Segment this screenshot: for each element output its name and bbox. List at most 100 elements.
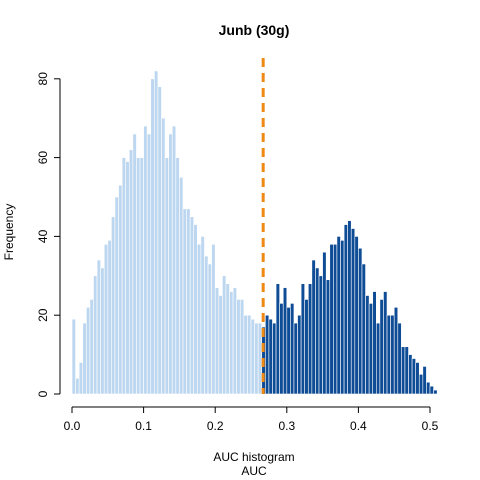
- histogram-bar: [265, 314, 270, 395]
- histogram-bar: [89, 299, 94, 395]
- histogram-bar: [368, 303, 374, 395]
- histogram-bar: [340, 240, 345, 395]
- histogram-bar: [347, 220, 352, 395]
- x-tick-label: 0.5: [422, 419, 439, 433]
- histogram-bar: [82, 322, 87, 395]
- histogram-bar: [93, 275, 98, 395]
- histogram-bar: [186, 208, 191, 395]
- histogram-bar: [365, 295, 370, 395]
- histogram-bar: [182, 208, 187, 395]
- histogram-bar: [250, 318, 255, 395]
- histogram-bar: [279, 303, 284, 395]
- histogram-bar: [318, 275, 323, 395]
- histogram-bar: [222, 275, 227, 395]
- histogram-bar: [218, 295, 223, 395]
- histogram-bar: [322, 251, 327, 395]
- histogram-bar: [214, 287, 220, 395]
- histogram-bar: [239, 299, 245, 395]
- histogram-bar: [386, 314, 391, 395]
- histogram-bar: [75, 377, 80, 395]
- histogram-bar: [111, 216, 116, 395]
- histogram-bar: [254, 322, 259, 395]
- histogram-bar: [411, 358, 416, 395]
- histogram-bar: [293, 322, 298, 395]
- histogram-bar: [354, 236, 359, 395]
- histogram-bar: [200, 236, 205, 395]
- histogram-bar: [207, 263, 212, 395]
- x-tick-label: 0.0: [64, 419, 81, 433]
- histogram-bar: [171, 125, 177, 395]
- histogram-bars: [71, 70, 438, 395]
- histogram-bar: [132, 133, 137, 395]
- histogram-bar: [375, 322, 381, 395]
- histogram-bar: [154, 70, 159, 395]
- histogram-bar: [315, 267, 320, 395]
- histogram-bar: [161, 117, 166, 395]
- x-axis-sublabel: AUC: [241, 464, 267, 478]
- histogram-bar: [297, 314, 302, 395]
- x-tick-label: 0.2: [207, 419, 224, 433]
- histogram-bar: [193, 224, 198, 395]
- histogram-bar: [150, 78, 155, 395]
- histogram-bar: [350, 228, 356, 395]
- histogram-bar: [422, 366, 427, 395]
- y-tick-label: 80: [36, 72, 50, 86]
- y-tick-label: 60: [36, 151, 50, 165]
- histogram-bar: [128, 149, 134, 395]
- histogram-bar: [307, 283, 313, 395]
- histogram-bar: [139, 157, 144, 395]
- histogram-bar: [164, 157, 169, 395]
- histogram-bar: [204, 255, 209, 395]
- histogram-bar: [333, 243, 338, 395]
- histogram-bar: [433, 389, 438, 395]
- histogram-bar: [257, 322, 263, 395]
- histogram-bar: [304, 299, 309, 395]
- histogram-bar: [393, 307, 399, 395]
- histogram-bar: [236, 299, 241, 395]
- histogram-bar: [229, 291, 234, 395]
- y-tick-label: 40: [36, 229, 50, 243]
- histogram-bar: [272, 322, 277, 395]
- histogram-bar: [175, 157, 180, 395]
- histogram-bar: [232, 287, 237, 395]
- y-tick-label: 0: [36, 390, 50, 397]
- histogram-bar: [189, 216, 195, 395]
- histogram-bar: [361, 263, 366, 395]
- histogram-bar: [197, 243, 202, 395]
- x-tick-label: 0.1: [135, 419, 152, 433]
- histogram-bar: [418, 373, 424, 395]
- histogram-bar: [78, 362, 84, 395]
- histogram-bar: [379, 299, 384, 395]
- histogram-bar: [329, 243, 334, 395]
- histogram-bar: [358, 247, 363, 395]
- histogram-bar: [415, 362, 420, 395]
- histogram-bar: [146, 133, 152, 395]
- histogram-bar: [211, 243, 216, 395]
- histogram-bar: [225, 283, 230, 395]
- histogram-bar: [118, 184, 123, 395]
- x-tick-label: 0.4: [350, 419, 367, 433]
- histogram-bar: [114, 196, 119, 395]
- histogram-bar: [247, 314, 252, 395]
- histogram-bar: [243, 314, 248, 395]
- y-axis: 0 20 40 60 80: [36, 72, 61, 397]
- histogram-bar: [343, 224, 348, 395]
- histogram-bar: [71, 318, 76, 395]
- histogram-bar: [96, 259, 101, 395]
- histogram-bar: [336, 236, 341, 395]
- y-axis-label: Frequency: [2, 204, 16, 261]
- histogram-bar: [397, 322, 402, 395]
- histogram-bar: [383, 291, 388, 395]
- x-axis: 0.0 0.1 0.2 0.3 0.4 0.5: [64, 406, 439, 433]
- histogram-bar: [282, 287, 288, 395]
- histogram-bar: [426, 381, 431, 395]
- histogram-bar: [179, 177, 184, 395]
- histogram-bar: [136, 157, 141, 395]
- histogram-bar: [325, 279, 331, 395]
- histogram-bar: [268, 318, 273, 395]
- histogram-bar: [121, 157, 127, 395]
- histogram-bar: [311, 259, 316, 395]
- chart-title: Junb (30g): [219, 22, 290, 38]
- x-axis-label: AUC histogram: [213, 450, 294, 464]
